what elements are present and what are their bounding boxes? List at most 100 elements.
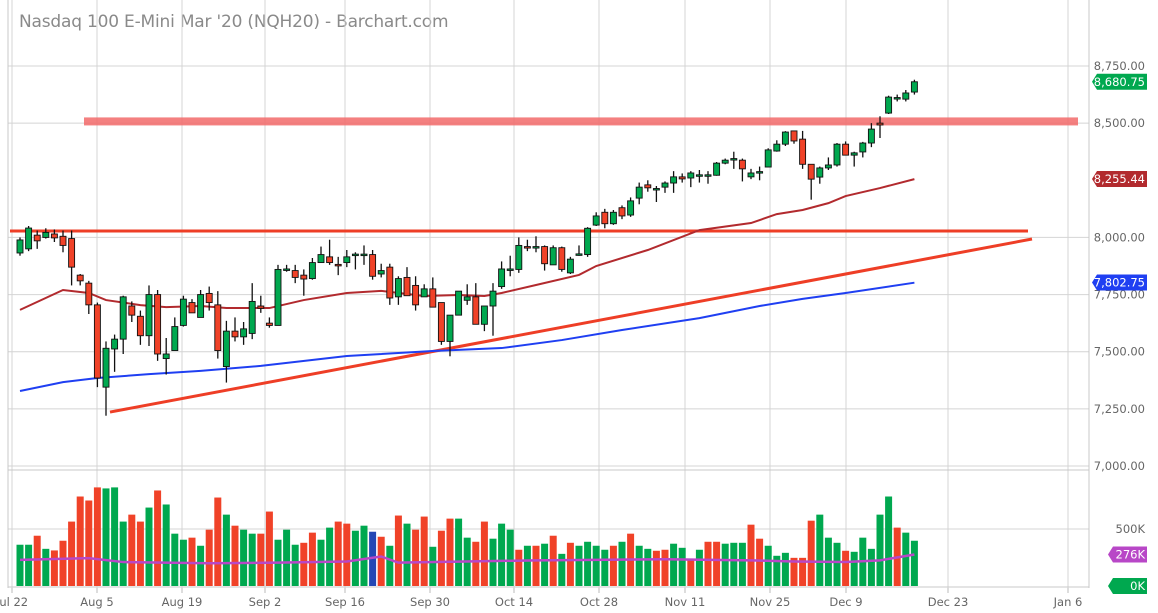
volume-bar bbox=[480, 521, 488, 586]
candle bbox=[670, 176, 678, 184]
date-label: Sep 2 bbox=[249, 595, 282, 609]
ma50-line bbox=[19, 178, 915, 311]
volume-bar bbox=[566, 542, 574, 586]
candle bbox=[248, 300, 256, 334]
candle bbox=[76, 274, 84, 282]
date-label: Oct 28 bbox=[580, 595, 618, 609]
volume-bar bbox=[609, 545, 617, 586]
volume-bar bbox=[721, 543, 729, 586]
volume-bar bbox=[377, 536, 385, 586]
volume-bar bbox=[102, 488, 110, 586]
candle bbox=[515, 244, 523, 270]
volume-bar bbox=[25, 544, 33, 586]
candle bbox=[816, 167, 824, 178]
candle bbox=[429, 288, 437, 308]
volume-bar bbox=[850, 551, 858, 586]
candle bbox=[154, 294, 162, 355]
candle bbox=[627, 200, 635, 216]
candle bbox=[893, 97, 901, 100]
candle bbox=[128, 305, 136, 316]
candle bbox=[446, 314, 454, 342]
volume-bar bbox=[687, 558, 695, 586]
candle bbox=[730, 158, 738, 161]
price-axis-label: 8,500.00 bbox=[1094, 116, 1145, 130]
volume-last-label: 0K bbox=[1130, 579, 1145, 593]
date-label: Dec 23 bbox=[928, 595, 969, 609]
volume-bar bbox=[601, 549, 609, 586]
candle bbox=[171, 326, 179, 352]
candle bbox=[412, 284, 420, 306]
candle bbox=[506, 268, 514, 271]
date-label: Aug 19 bbox=[162, 595, 203, 609]
candle bbox=[575, 253, 583, 256]
volume-bar bbox=[16, 544, 24, 586]
volume-bar bbox=[334, 521, 342, 586]
candle bbox=[867, 128, 875, 144]
candle bbox=[635, 186, 643, 199]
volume-bar bbox=[291, 544, 299, 586]
price-axis-label: 8,000.00 bbox=[1094, 230, 1145, 244]
volume-bar bbox=[678, 547, 686, 586]
date-label: Aug 5 bbox=[80, 595, 113, 609]
candle bbox=[205, 292, 213, 304]
candle bbox=[257, 305, 265, 309]
candle bbox=[902, 92, 910, 100]
candle bbox=[42, 231, 50, 238]
price-axis-label: 7,250.00 bbox=[1094, 402, 1145, 416]
volume-ma-value-label: 276K bbox=[1116, 548, 1146, 562]
candle bbox=[308, 262, 316, 280]
candle bbox=[773, 143, 781, 152]
volume-bar bbox=[867, 548, 875, 586]
volume-bar bbox=[781, 552, 789, 586]
volume-bar bbox=[42, 548, 50, 586]
candle bbox=[326, 256, 334, 264]
candle bbox=[291, 270, 299, 278]
candle bbox=[334, 263, 342, 267]
candle bbox=[68, 238, 76, 268]
volume-bar bbox=[300, 542, 308, 586]
volume-ma-value-tag bbox=[1108, 546, 1147, 563]
volume-bar bbox=[171, 533, 179, 586]
candle bbox=[50, 233, 58, 239]
candle bbox=[343, 256, 351, 264]
date-label: Jan 6 bbox=[1053, 595, 1083, 609]
candle bbox=[403, 276, 411, 297]
candle bbox=[377, 270, 385, 275]
candle bbox=[532, 246, 540, 249]
candle bbox=[463, 296, 471, 301]
candle bbox=[644, 184, 652, 189]
volume-bar bbox=[403, 523, 411, 586]
candle bbox=[351, 253, 359, 257]
volume-bar bbox=[265, 511, 273, 586]
candle bbox=[119, 296, 127, 340]
candle bbox=[386, 266, 394, 299]
volume-bar bbox=[205, 529, 213, 586]
trendline bbox=[109, 237, 1033, 414]
ma200-line bbox=[19, 281, 915, 393]
volume-bar bbox=[240, 529, 248, 586]
candle bbox=[910, 81, 918, 93]
volume-bar bbox=[59, 540, 67, 586]
volume-bar bbox=[515, 549, 523, 586]
candle bbox=[498, 268, 506, 288]
candle bbox=[799, 138, 807, 165]
volume-bar bbox=[343, 523, 351, 586]
candle bbox=[179, 298, 187, 326]
volume-bar bbox=[136, 521, 144, 586]
candle bbox=[833, 143, 841, 166]
candle bbox=[549, 247, 557, 266]
candle bbox=[93, 304, 101, 379]
date-label: Jul 22 bbox=[0, 595, 28, 609]
volume-bar bbox=[308, 532, 316, 586]
volume-bar bbox=[773, 555, 781, 586]
price-axis-label: 7,750.00 bbox=[1094, 288, 1145, 302]
volume-bar bbox=[738, 542, 746, 586]
candle bbox=[764, 149, 772, 168]
volume-bar bbox=[76, 496, 84, 586]
volume-bar bbox=[128, 514, 136, 586]
candle bbox=[16, 239, 24, 254]
volume-bar bbox=[799, 557, 807, 586]
candle bbox=[592, 215, 600, 226]
volume-bar bbox=[257, 533, 265, 586]
